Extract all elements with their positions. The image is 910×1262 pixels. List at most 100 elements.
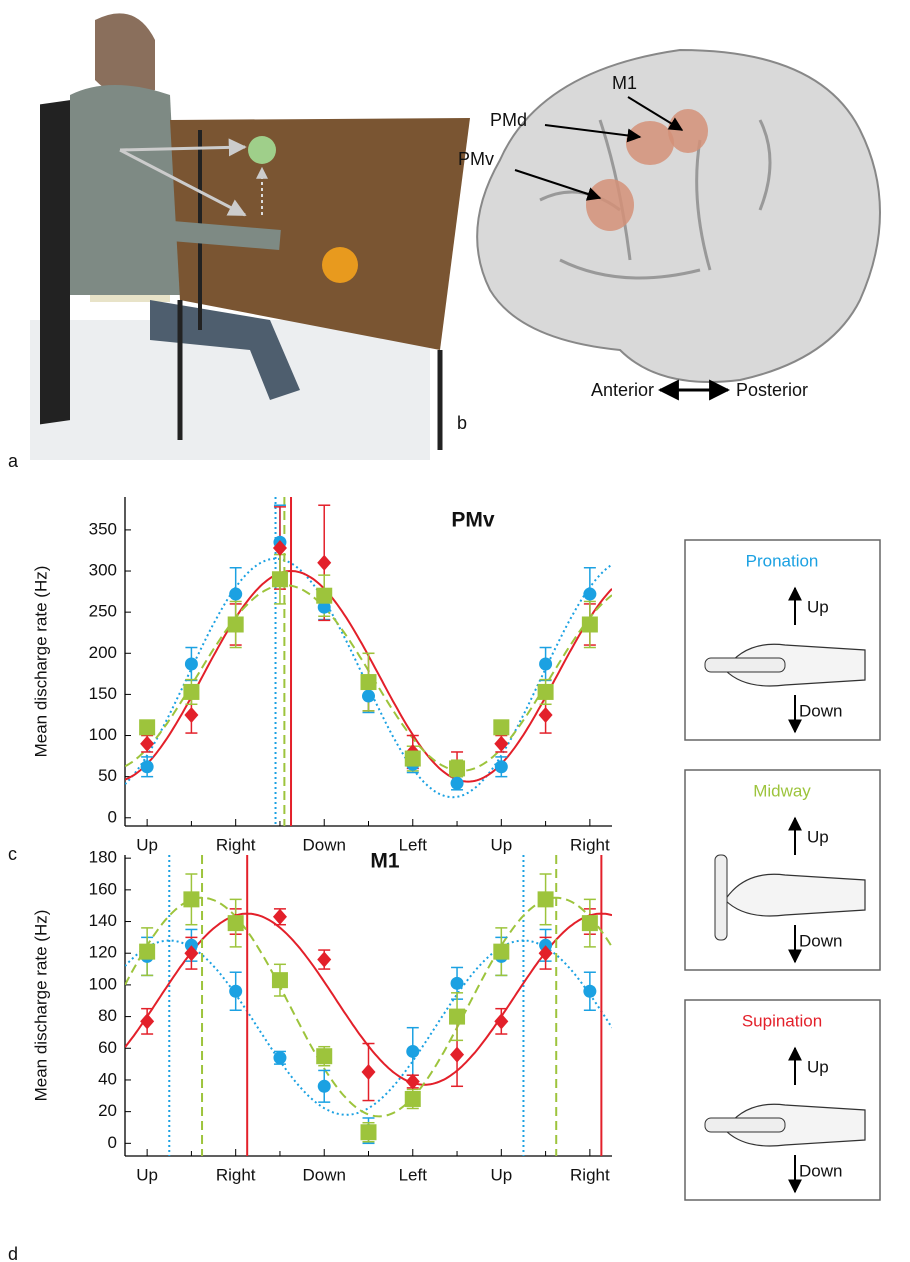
marker: [185, 657, 198, 670]
y-tick-label: 180: [89, 848, 117, 867]
x-tick-label: Left: [399, 835, 428, 854]
marker: [539, 707, 553, 723]
marker: [316, 1048, 332, 1064]
axis-label: Anterior: [591, 380, 654, 400]
marker: [229, 588, 242, 601]
arrow-label: Up: [807, 597, 829, 616]
arrow-label: Down: [799, 1161, 842, 1180]
x-tick-label: Up: [490, 1165, 512, 1184]
marker: [273, 909, 287, 925]
panel-label: b: [457, 413, 467, 433]
marker: [495, 760, 508, 773]
y-tick-label: 0: [108, 1133, 117, 1152]
y-tick-label: 100: [89, 725, 117, 744]
illustration-b: [477, 50, 880, 390]
y-tick-label: 160: [89, 879, 117, 898]
figure: a M1 PMd PMv Anterior Posterior b Pronat…: [0, 0, 910, 1262]
illustration-a: [30, 13, 470, 460]
marker: [582, 616, 598, 632]
y-tick-label: 120: [89, 943, 117, 962]
marker: [139, 719, 155, 735]
panel-label: d: [8, 1244, 18, 1262]
marker: [583, 588, 596, 601]
y-axis-label: Mean discharge rate (Hz): [31, 566, 50, 758]
y-tick-label: 140: [89, 911, 117, 930]
marker: [141, 760, 154, 773]
legend-title: Pronation: [746, 551, 819, 570]
arrow-label: Up: [807, 1057, 829, 1076]
hand-sketch: [725, 874, 865, 916]
legend-title: Midway: [753, 781, 811, 800]
arrow-label: Down: [799, 931, 842, 950]
marker: [361, 1124, 377, 1140]
x-tick-label: Right: [570, 1165, 610, 1184]
y-tick-label: 50: [98, 766, 117, 785]
marker: [229, 985, 242, 998]
marker: [405, 751, 421, 767]
y-tick-label: 200: [89, 643, 117, 662]
marker: [183, 891, 199, 907]
marker: [449, 1009, 465, 1025]
marker: [139, 944, 155, 960]
region-label: PMd: [490, 110, 527, 130]
marker: [273, 1051, 286, 1064]
y-tick-label: 350: [89, 519, 117, 538]
marker: [228, 616, 244, 632]
marker: [493, 944, 509, 960]
y-tick-label: 100: [89, 974, 117, 993]
x-tick-label: Right: [216, 1165, 256, 1184]
marker: [451, 777, 464, 790]
marker: [184, 707, 198, 723]
y-tick-label: 40: [98, 1069, 117, 1088]
marker: [140, 736, 154, 752]
y-tick-label: 250: [89, 602, 117, 621]
legend: Pronation Up Down Midway Up Down Supination Up D…: [685, 540, 880, 1200]
y-tick-label: 80: [98, 1006, 117, 1025]
marker: [361, 674, 377, 690]
panel-label: c: [8, 844, 17, 864]
y-tick-label: 20: [98, 1101, 117, 1120]
marker: [582, 915, 598, 931]
marker: [317, 555, 331, 571]
x-tick-label: Down: [302, 1165, 345, 1184]
marker: [450, 1047, 464, 1063]
marker: [494, 1013, 508, 1029]
chart-title: PMv: [451, 509, 495, 532]
marker: [362, 1064, 376, 1080]
marker: [272, 972, 288, 988]
y-tick-label: 0: [108, 807, 117, 826]
marker: [140, 1013, 154, 1029]
y-tick-label: 300: [89, 561, 117, 580]
chart-title: M1: [370, 850, 399, 873]
x-tick-label: Up: [136, 835, 158, 854]
marker: [272, 571, 288, 587]
x-tick-label: Right: [216, 835, 256, 854]
x-tick-label: Up: [136, 1165, 158, 1184]
y-tick-label: 60: [98, 1038, 117, 1057]
x-tick-label: Up: [490, 835, 512, 854]
marker: [493, 719, 509, 735]
x-tick-label: Left: [399, 1165, 428, 1184]
handle: [715, 855, 727, 940]
marker: [362, 690, 375, 703]
region-label: PMv: [458, 149, 494, 169]
marker: [449, 760, 465, 776]
marker: [405, 1091, 421, 1107]
marker: [228, 915, 244, 931]
marker: [406, 1045, 419, 1058]
y-axis-label: Mean discharge rate (Hz): [31, 910, 50, 1102]
marker: [583, 985, 596, 998]
x-tick-label: Right: [570, 835, 610, 854]
marker: [538, 684, 554, 700]
marker: [494, 736, 508, 752]
panel-label: a: [8, 451, 19, 471]
handle: [705, 1118, 785, 1132]
marker: [183, 684, 199, 700]
arrow-label: Up: [807, 827, 829, 846]
x-tick-label: Down: [302, 835, 345, 854]
arrow-label: Down: [799, 701, 842, 720]
legend-title: Supination: [742, 1011, 822, 1030]
marker: [539, 657, 552, 670]
region-label: M1: [612, 73, 637, 93]
marker: [317, 952, 331, 968]
